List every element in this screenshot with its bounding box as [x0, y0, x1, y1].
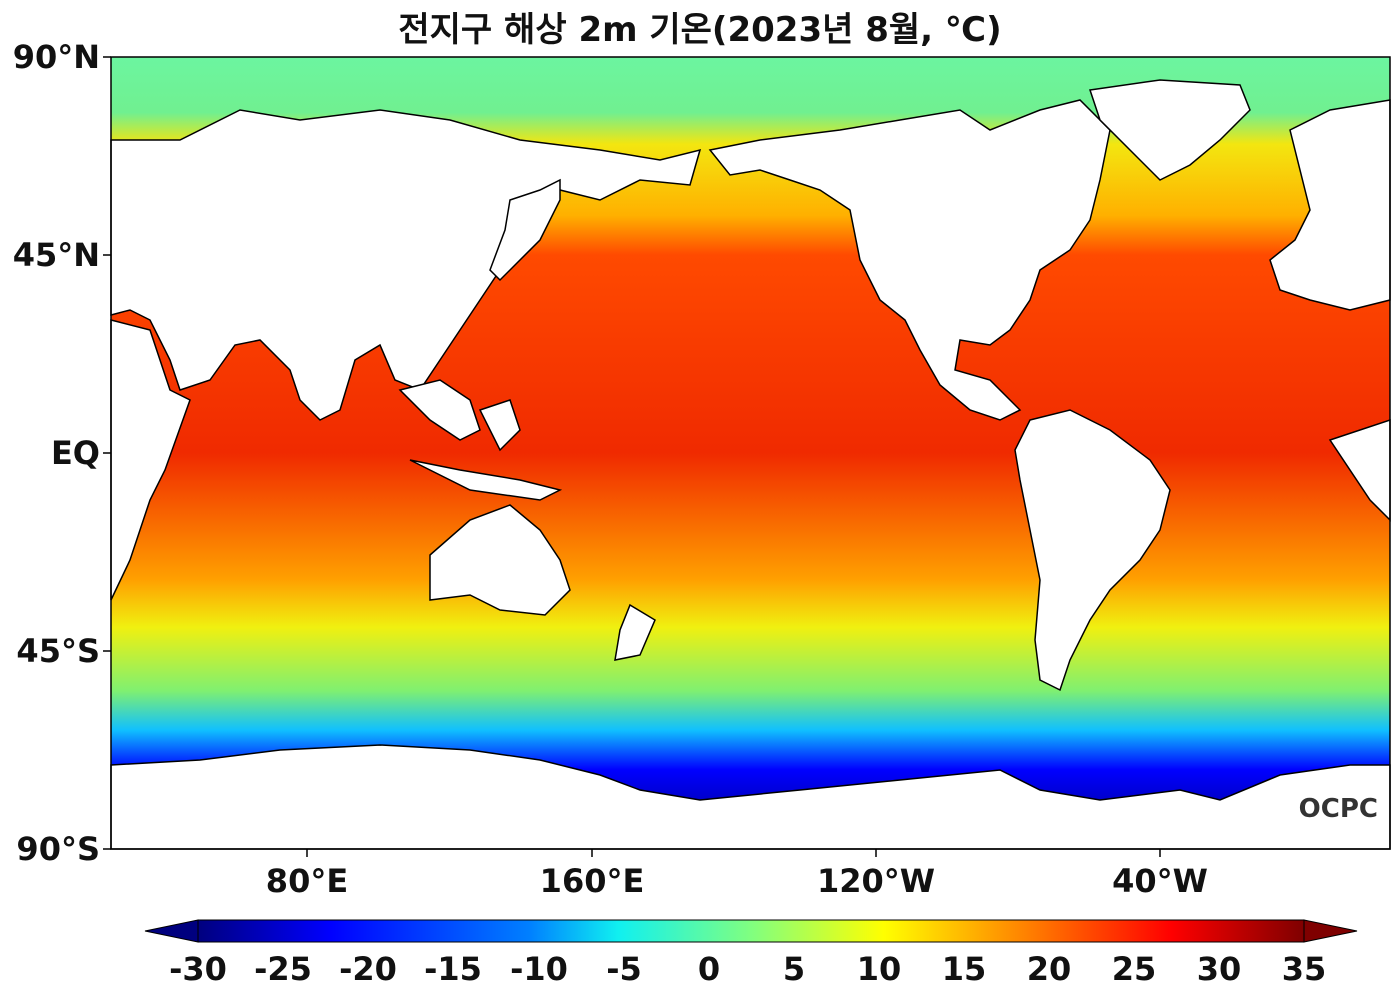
- colorbar-tick-label: 35: [1281, 950, 1327, 988]
- ocpc-logo: OCPC: [1298, 794, 1378, 824]
- x-tick-label: 120°W: [816, 862, 936, 900]
- colorbar-tick-label: -20: [339, 950, 397, 988]
- y-tick-label: EQ: [50, 434, 100, 472]
- colorbar-tick-label: 10: [856, 950, 902, 988]
- colorbar-tick-label: -5: [606, 950, 642, 988]
- y-tick-marks: [103, 56, 111, 850]
- colorbar: [144, 919, 1358, 943]
- colorbar-tick-label: -15: [424, 950, 482, 988]
- colorbar-gradient: [197, 919, 1305, 943]
- x-tick-marks: [306, 849, 1161, 857]
- colorbar-tick-label: 5: [782, 950, 806, 988]
- x-tick-label: 160°E: [539, 862, 645, 900]
- x-tick-label: 80°E: [265, 862, 349, 900]
- y-tick-label: 45°S: [16, 632, 100, 670]
- colorbar-tick-label: 15: [941, 950, 987, 988]
- x-tick-label: 40°W: [1112, 862, 1208, 900]
- colorbar-tick-label: 0: [697, 950, 721, 988]
- y-tick-label: 45°N: [12, 236, 100, 274]
- y-tick-label: 90°N: [12, 38, 100, 76]
- map-title: 전지구 해상 2m 기온(2023년 8월, ℃): [398, 10, 1002, 50]
- colorbar-tick-label: 30: [1196, 950, 1242, 988]
- colorbar-tick-label: -25: [254, 950, 312, 988]
- colorbar-tick-label: -10: [510, 950, 568, 988]
- land-masses: [110, 79, 1391, 850]
- colorbar-tick-label: 25: [1111, 950, 1157, 988]
- colorbar-tick-label: -30: [169, 950, 227, 988]
- y-tick-label: 90°S: [16, 830, 100, 868]
- colorbar-tick-label: 20: [1026, 950, 1072, 988]
